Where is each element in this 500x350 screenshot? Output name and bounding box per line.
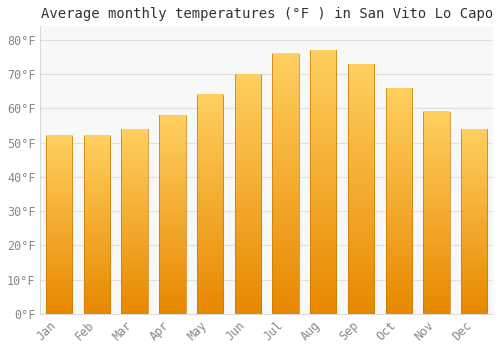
Title: Average monthly temperatures (°F ) in San Vito Lo Capo: Average monthly temperatures (°F ) in Sa…: [40, 7, 493, 21]
